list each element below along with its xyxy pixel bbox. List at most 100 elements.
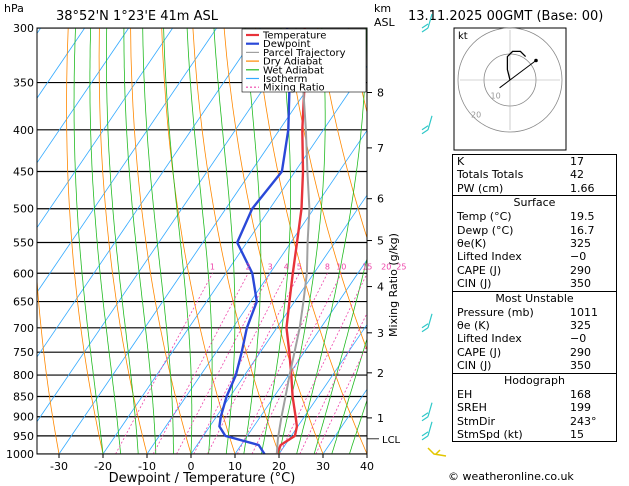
most-unstable-label: Pressure (mb) xyxy=(457,305,534,319)
index-label: PW (cm) xyxy=(457,181,504,195)
series-line-dewpoint xyxy=(218,28,291,454)
wind-profile xyxy=(421,13,447,457)
hodograph-param-row: EH 168 xyxy=(453,388,616,401)
temp-tick-label: 20 xyxy=(272,460,286,473)
most-unstable-value: 325 xyxy=(570,319,591,333)
most-unstable-label: Lifted Index xyxy=(457,332,522,346)
pressure-tick-label: 350 xyxy=(13,77,34,90)
surface-value: 290 xyxy=(570,263,591,277)
pressure-tick-label: 850 xyxy=(13,390,34,403)
wet-adiabat-line xyxy=(261,28,292,454)
legend-entry: Isotherm xyxy=(263,74,307,85)
mixing-ratio-line xyxy=(115,273,213,454)
mixing-ratio-label: 4 xyxy=(284,262,289,271)
surface-box: Surface Temp (°C) 19.5 Dewp (°C) 16.7 θe(K) 3… xyxy=(452,196,617,292)
index-value: 17 xyxy=(570,155,584,168)
pressure-tick-label: 750 xyxy=(13,346,34,359)
wet-adiabats xyxy=(73,28,367,454)
isotherm-line xyxy=(278,323,367,454)
mixing-ratio-label: 25 xyxy=(396,262,406,271)
pressure-tick-label: 550 xyxy=(13,236,34,249)
dry-adiabat-line xyxy=(254,28,367,454)
most-unstable-value: 1011 xyxy=(570,305,598,319)
hodograph-ring-label: 10 xyxy=(491,92,501,101)
most-unstable-row: θe (K) 325 xyxy=(453,319,616,332)
surface-label: Temp (°C) xyxy=(457,210,512,224)
km-tick-label: 8 xyxy=(377,87,384,100)
most-unstable-row: Pressure (mb) 1011 xyxy=(453,306,616,319)
surface-value: 16.7 xyxy=(570,223,595,237)
parameters-panel: K 17 Totals Totals 42 PW (cm) 1.66 Surface Te… xyxy=(452,154,617,443)
dry-adiabat-line xyxy=(98,28,148,454)
dry-adiabat-line xyxy=(37,28,60,454)
diagram-grid xyxy=(37,28,367,454)
most-unstable-value: 290 xyxy=(570,345,591,359)
temp-tick-label: -10 xyxy=(138,460,156,473)
x-axis-label: Dewpoint / Temperature (°C) xyxy=(109,471,296,486)
dry-adiabat-line xyxy=(161,28,236,454)
legend-entry: Dry Adiabat xyxy=(263,57,322,68)
mixing-ratio-axis-label: Mixing Ratio (g/kg) xyxy=(387,233,400,337)
hodograph-param-row: StmDir 243° xyxy=(453,415,616,428)
temp-tick-label: 0 xyxy=(188,460,195,473)
pressure-tick-label: 650 xyxy=(13,296,34,309)
most-unstable-value: −0 xyxy=(570,332,587,346)
wet-adiabat-line xyxy=(186,28,213,454)
mixing-ratio-lines xyxy=(115,273,367,454)
wet-adiabat-line xyxy=(123,28,157,454)
hodograph-ring-label: 20 xyxy=(471,110,481,119)
dry-adiabat-line xyxy=(66,28,104,454)
km-label: km xyxy=(374,2,391,15)
wind-barb xyxy=(421,421,433,441)
temp-tick-label: 40 xyxy=(360,460,374,473)
hodograph: kt 10 20 xyxy=(453,27,567,151)
mixing-ratio-label: 10 xyxy=(336,262,346,271)
surface-row: Dewp (°C) 16.7 xyxy=(453,224,616,237)
index-row: Totals Totals 42 xyxy=(453,168,616,181)
km-tick-label: 2 xyxy=(377,367,384,380)
surface-label: CIN (J) xyxy=(457,277,492,291)
wind-barb xyxy=(427,447,447,457)
isotherm-line xyxy=(37,28,262,358)
mixing-ratio-line xyxy=(152,273,249,454)
dry-adiabat-line xyxy=(317,28,367,240)
most-unstable-value: 350 xyxy=(570,359,591,373)
pressure-tick-label: 700 xyxy=(13,322,34,335)
isotherm-line xyxy=(37,28,130,164)
hodograph-param-row: StmSpd (kt) 15 xyxy=(453,428,616,441)
wind-barb xyxy=(421,402,433,422)
surface-label: Lifted Index xyxy=(457,250,522,264)
mixing-ratio-line xyxy=(176,273,271,454)
dry-adiabat-line xyxy=(223,28,324,454)
hodograph-params-title: Hodograph xyxy=(504,373,565,387)
lcl-label: LCL xyxy=(382,435,401,446)
copyright-footer: © weatheronline.co.uk xyxy=(448,470,574,483)
dry-adiabat-line xyxy=(130,28,192,454)
legend-entry: Parcel Trajectory xyxy=(263,48,346,59)
isotherm-line xyxy=(234,259,367,454)
wet-adiabat-line xyxy=(296,28,367,454)
axes-labels: 3003504004505005506006507007508008509009… xyxy=(6,22,384,473)
surface-value: 19.5 xyxy=(570,210,595,224)
wind-barb xyxy=(421,115,433,135)
indices-box: K 17 Totals Totals 42 PW (cm) 1.66 xyxy=(452,154,617,197)
hodograph-params-box: Hodograph EH 168 SREH 199 StmDir 243° StmSpd (… xyxy=(452,373,617,443)
mixing-ratio-labels: 1 2 3 4 5 8 10 15 20 25 xyxy=(210,262,407,271)
mixing-ratio-label: 5 xyxy=(297,262,302,271)
hodograph-ring xyxy=(457,27,563,133)
km-tick-label: 4 xyxy=(377,281,384,294)
wet-adiabat-line xyxy=(243,28,262,454)
hodograph-param-row: SREH 199 xyxy=(453,401,616,414)
index-value: 42 xyxy=(570,168,584,182)
sounding-series xyxy=(218,28,311,454)
mixing-ratio-label: 15 xyxy=(362,262,372,271)
hodograph-param-value: 199 xyxy=(570,401,591,415)
hodograph-param-label: SREH xyxy=(457,401,487,415)
pressure-tick-label: 450 xyxy=(13,165,34,178)
km-tick-label: 1 xyxy=(377,412,384,425)
series-line-temperature xyxy=(275,28,306,454)
mixing-ratio-label: 8 xyxy=(325,262,330,271)
isotherm-line xyxy=(37,28,174,229)
legend-entry: Dewpoint xyxy=(263,39,311,50)
